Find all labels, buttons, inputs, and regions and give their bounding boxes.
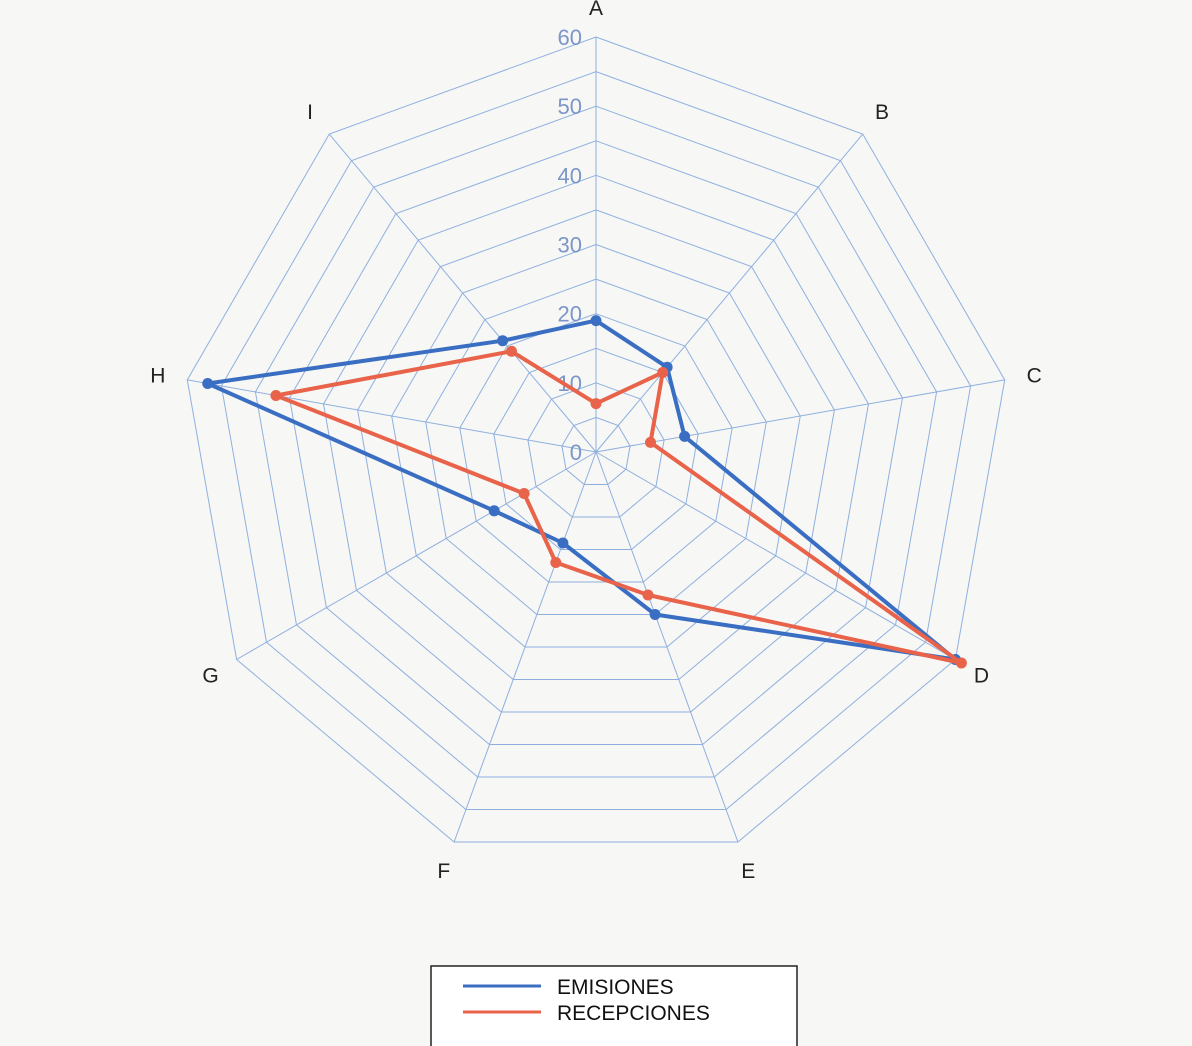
spoke-g bbox=[236, 451, 597, 660]
series-emisiones bbox=[202, 315, 961, 665]
category-label-f: F bbox=[437, 860, 450, 883]
tick-label-50: 50 bbox=[558, 94, 582, 119]
tick-label-0: 0 bbox=[570, 440, 582, 465]
grid-ring-35 bbox=[357, 209, 835, 680]
point-recepciones-f bbox=[550, 557, 562, 568]
grid-ring-25 bbox=[425, 278, 767, 615]
series-layer bbox=[202, 315, 967, 669]
legend: EMISIONES RECEPCIONES bbox=[430, 965, 798, 1046]
grid-ring-5 bbox=[561, 416, 631, 485]
series-line-emisiones bbox=[205, 318, 958, 662]
point-recepciones-d bbox=[955, 657, 967, 669]
tick-label-60: 60 bbox=[558, 25, 582, 50]
category-label-h: H bbox=[150, 365, 165, 388]
point-recepciones-g bbox=[518, 488, 530, 499]
spoke-i bbox=[328, 133, 597, 453]
grid-ring-55 bbox=[220, 71, 972, 810]
point-recepciones-e bbox=[642, 589, 654, 601]
legend-label-recepciones: RECEPCIONES bbox=[557, 1002, 710, 1025]
grid-ring-60 bbox=[186, 36, 1006, 843]
category-label-d: D bbox=[974, 665, 989, 688]
point-emisiones-a bbox=[590, 315, 602, 327]
point-recepciones-i bbox=[506, 345, 517, 357]
grid-ring-15 bbox=[493, 347, 699, 550]
spoke-h bbox=[187, 379, 597, 453]
point-recepciones-a bbox=[590, 398, 602, 410]
point-emisiones-c bbox=[679, 430, 691, 442]
point-recepciones-b bbox=[657, 367, 669, 378]
category-label-c: C bbox=[1027, 365, 1042, 388]
spoke-f bbox=[453, 451, 597, 843]
grid-ring-50 bbox=[254, 105, 938, 778]
point-emisiones-i bbox=[497, 335, 509, 347]
spoke-c bbox=[595, 379, 1005, 453]
point-recepciones-h bbox=[270, 390, 282, 401]
series-recepciones bbox=[270, 345, 967, 669]
category-label-e: E bbox=[741, 860, 755, 883]
category-label-a: A bbox=[589, 0, 603, 20]
point-emisiones-h bbox=[202, 378, 214, 389]
legend-label-emisiones: EMISIONES bbox=[557, 976, 674, 999]
spoke-b bbox=[595, 133, 864, 453]
point-recepciones-c bbox=[645, 436, 656, 448]
radar-grid bbox=[186, 36, 1006, 843]
spoke-e bbox=[595, 451, 739, 843]
legend-box bbox=[430, 965, 798, 1046]
category-label-g: G bbox=[202, 665, 218, 688]
point-emisiones-f bbox=[557, 537, 569, 549]
point-emisiones-e bbox=[649, 609, 661, 620]
category-label-b: B bbox=[875, 101, 889, 124]
tick-label-30: 30 bbox=[558, 233, 582, 258]
grid-ring-40 bbox=[322, 174, 870, 713]
grid-ring-20 bbox=[459, 313, 733, 583]
point-emisiones-g bbox=[488, 505, 500, 517]
series-line-recepciones bbox=[273, 349, 964, 665]
category-labels: A B C D E F G H I bbox=[150, 0, 1042, 883]
tick-label-40: 40 bbox=[558, 163, 582, 188]
spoke-d bbox=[595, 451, 956, 660]
grid-ring-30 bbox=[391, 243, 801, 648]
grid-ring-10 bbox=[527, 382, 665, 518]
category-label-i: I bbox=[307, 101, 313, 124]
grid-ring-45 bbox=[288, 140, 904, 745]
